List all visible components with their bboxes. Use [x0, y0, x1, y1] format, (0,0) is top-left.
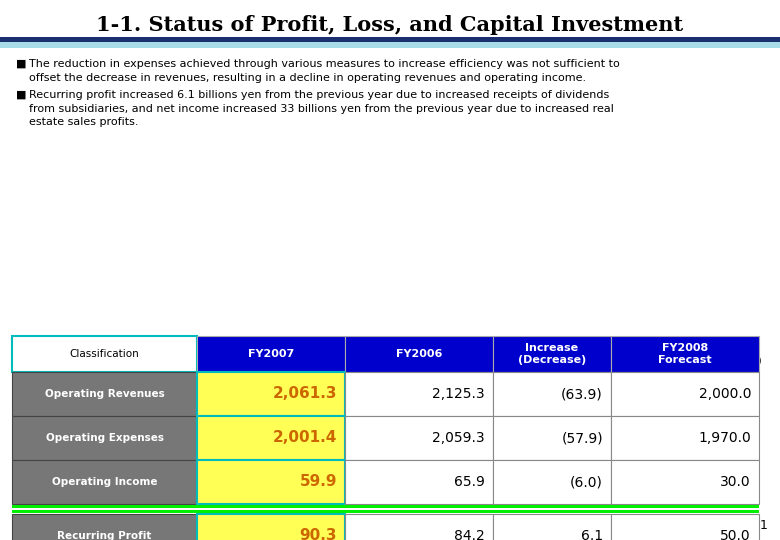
Bar [345, 460, 493, 504]
Text: Operating Expenses: Operating Expenses [45, 433, 164, 443]
Text: Operating Revenues: Operating Revenues [44, 389, 165, 399]
Text: 50.0: 50.0 [721, 529, 751, 540]
Text: (6.0): (6.0) [570, 475, 603, 489]
Bar [12, 510, 759, 513]
Bar [345, 514, 493, 540]
Text: 84.2: 84.2 [454, 529, 485, 540]
Text: 2,059.3: 2,059.3 [432, 431, 485, 445]
Bar [345, 336, 493, 372]
Text: 1: 1 [760, 519, 768, 532]
Text: ■: ■ [16, 90, 27, 100]
Bar [197, 460, 345, 504]
Text: 2,000.0: 2,000.0 [699, 387, 751, 401]
Text: 65.9: 65.9 [454, 475, 485, 489]
Bar [197, 336, 345, 372]
Bar [345, 416, 493, 460]
Text: Recurring Profit: Recurring Profit [57, 531, 151, 540]
Bar [12, 460, 197, 504]
Text: Operating Income: Operating Income [51, 477, 158, 487]
Text: (63.9): (63.9) [562, 387, 603, 401]
Bar [12, 372, 197, 416]
Bar [611, 336, 759, 372]
Bar [0, 37, 780, 42]
Text: The reduction in expenses achieved through various measures to increase efficien: The reduction in expenses achieved throu… [29, 59, 620, 83]
Text: ■: ■ [16, 59, 27, 69]
Bar [611, 514, 759, 540]
Bar [611, 416, 759, 460]
Bar [493, 336, 611, 372]
Bar [493, 514, 611, 540]
Bar [493, 372, 611, 416]
Text: FY2006: FY2006 [395, 349, 442, 359]
Text: 59.9: 59.9 [300, 475, 337, 489]
Bar [12, 416, 197, 460]
Text: 2,125.3: 2,125.3 [432, 387, 485, 401]
Bar [493, 416, 611, 460]
Bar [611, 372, 759, 416]
Bar [12, 336, 197, 372]
Text: 30.0: 30.0 [721, 475, 751, 489]
Text: 1-1. Status of Profit, Loss, and Capital Investment: 1-1. Status of Profit, Loss, and Capital… [97, 15, 683, 35]
Bar [197, 372, 345, 416]
Text: Classification: Classification [69, 349, 140, 359]
Text: 6.1: 6.1 [581, 529, 603, 540]
Text: (billions of yen): (billions of yen) [686, 356, 762, 366]
Text: (57.9): (57.9) [562, 431, 603, 445]
Text: 90.3: 90.3 [300, 529, 337, 540]
Bar [12, 514, 197, 540]
Bar [197, 514, 345, 540]
Text: 1,970.0: 1,970.0 [698, 431, 751, 445]
Text: FY2008
Forecast: FY2008 Forecast [658, 343, 712, 365]
Text: FY2007: FY2007 [248, 349, 294, 359]
Text: Recurring profit increased 6.1 billions yen from the previous year due to increa: Recurring profit increased 6.1 billions … [29, 90, 614, 127]
Text: 2,001.4: 2,001.4 [273, 430, 337, 445]
Bar [12, 505, 759, 508]
Bar [197, 416, 345, 460]
Text: Increase
(Decrease): Increase (Decrease) [518, 343, 586, 365]
Bar [493, 460, 611, 504]
Text: 2,061.3: 2,061.3 [272, 387, 337, 402]
Bar [611, 460, 759, 504]
Bar [345, 372, 493, 416]
Bar [0, 42, 780, 48]
